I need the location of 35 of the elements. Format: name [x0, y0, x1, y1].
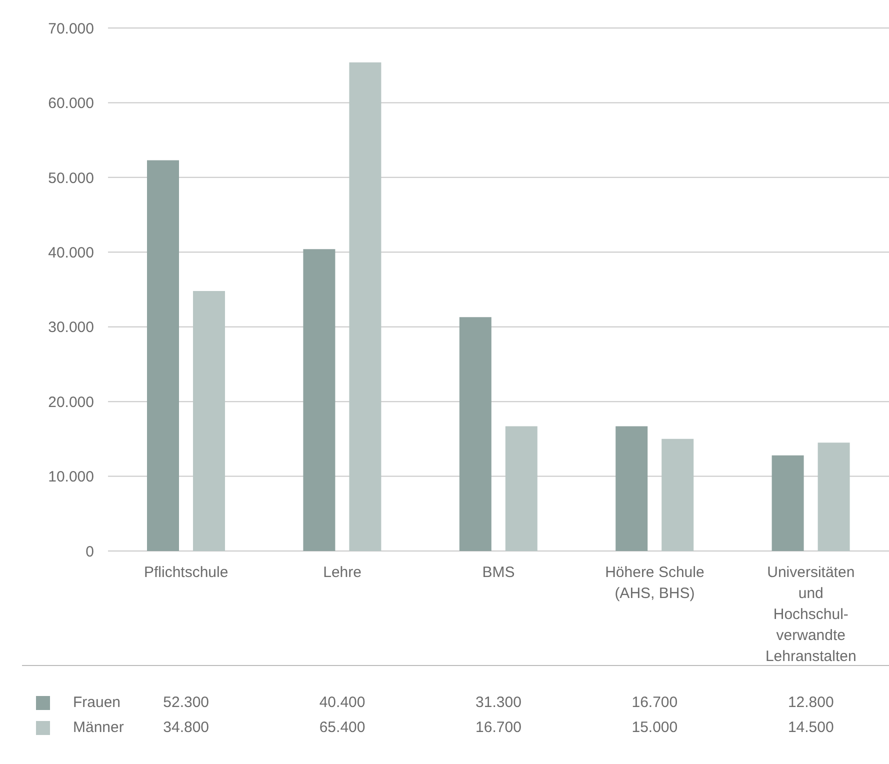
y-tick-label: 50.000 — [48, 170, 94, 187]
bar — [662, 438, 694, 551]
y-tick-label: 0 — [86, 543, 94, 560]
data-label: 16.700 — [474, 719, 522, 736]
data-label: 52.300 — [162, 694, 210, 711]
legend-label: Frauen — [73, 694, 121, 711]
data-label: 34.800 — [162, 719, 210, 736]
data-label: 16.700 — [630, 694, 679, 711]
x-tick-label: Pflichtschule — [144, 564, 228, 581]
bar — [349, 62, 382, 551]
bar — [616, 426, 648, 551]
bar — [459, 317, 492, 551]
data-label: 12.800 — [786, 694, 835, 711]
data-label: 65.400 — [318, 719, 366, 736]
legend-label: Männer — [73, 719, 124, 736]
y-tick-label: 70.000 — [48, 20, 94, 38]
y-tick-label: 60.000 — [48, 95, 94, 112]
data-label: 40.400 — [318, 694, 366, 711]
y-tick-label: 20.000 — [48, 394, 94, 411]
bar — [505, 426, 538, 551]
y-tick-label: 40.000 — [48, 244, 94, 262]
x-tick-label: Lehre — [323, 564, 362, 581]
x-tick-label: Universitäten und Hochschul- verwandte Lehranstalten — [765, 564, 856, 665]
bar — [303, 249, 336, 551]
data-label: 31.300 — [474, 694, 522, 711]
y-tick-label: 30.000 — [48, 319, 94, 336]
bar — [772, 455, 804, 551]
x-tick-label: BMS — [482, 564, 515, 581]
y-tick-label: 10.000 — [48, 468, 94, 486]
x-tick-label: Höhere Schule (AHS, BHS) — [605, 564, 704, 602]
bar — [818, 442, 850, 551]
data-label: 14.500 — [786, 719, 835, 736]
bar — [193, 290, 225, 551]
data-label: 15.000 — [630, 719, 679, 736]
bar — [147, 160, 179, 551]
